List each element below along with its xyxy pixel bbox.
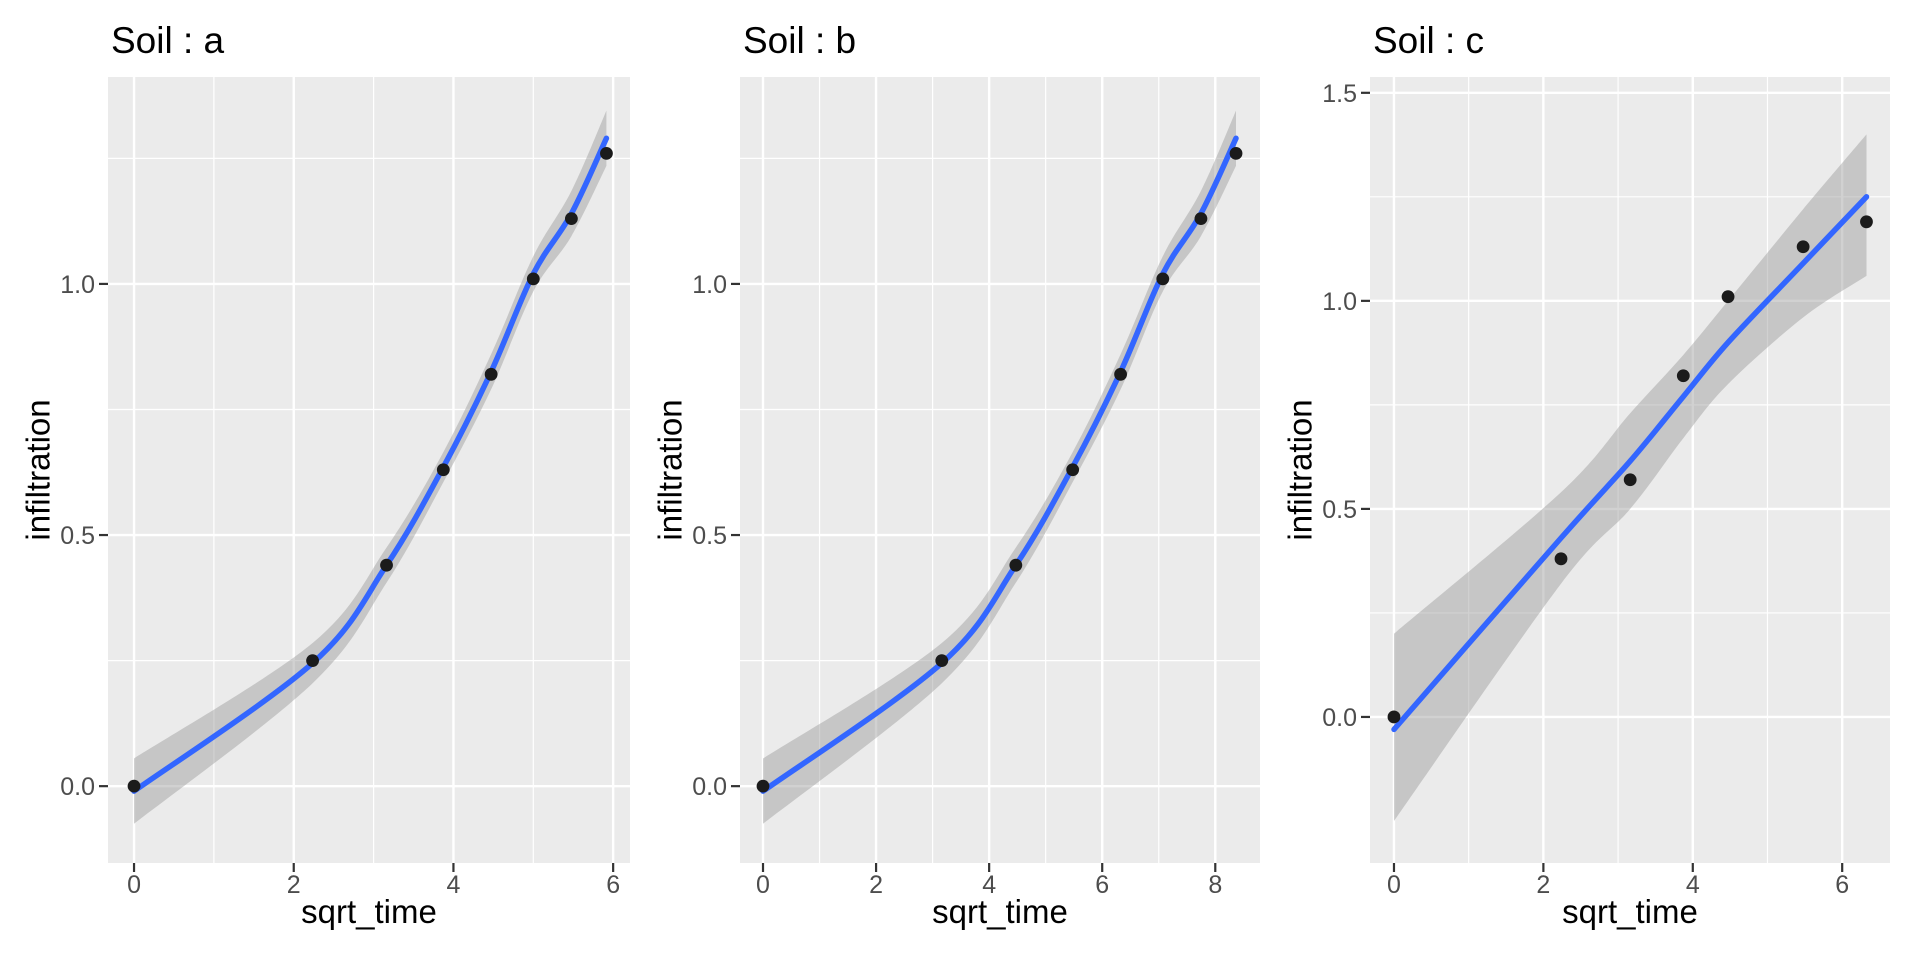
y-tick-label: 0.0 bbox=[1322, 704, 1357, 732]
data-point bbox=[1387, 710, 1401, 724]
x-tick-label: 6 bbox=[1835, 871, 1849, 899]
data-point bbox=[1623, 473, 1637, 487]
y-tick-label: 0.0 bbox=[60, 773, 95, 801]
facet-title: Soil : b bbox=[743, 20, 856, 61]
data-point bbox=[380, 558, 393, 572]
smooth-line bbox=[1391, 194, 1870, 733]
x-tick-label: 0 bbox=[127, 871, 141, 899]
x-tick-label: 6 bbox=[1095, 871, 1109, 899]
data-point bbox=[1156, 272, 1170, 286]
y-tick-label: 0.0 bbox=[692, 773, 727, 801]
x-tick-label: 2 bbox=[1536, 871, 1550, 899]
x-tick-label: 4 bbox=[982, 871, 996, 899]
data-point bbox=[306, 654, 319, 667]
y-tick-label: 0.5 bbox=[1322, 496, 1357, 524]
facet-title: Soil : c bbox=[1373, 20, 1484, 61]
data-point bbox=[1721, 290, 1735, 304]
smooth-line bbox=[131, 135, 610, 794]
facet-svg-soil-c: 0 2 4 6 0.0 0.5 1.0 1.5 Soil : c sqrt_time infi… bbox=[1282, 20, 1890, 930]
facet-title: Soil : a bbox=[111, 20, 225, 61]
y-axis-title: infiltration bbox=[20, 399, 57, 540]
data-point bbox=[756, 779, 770, 793]
x-axis-title: sqrt_time bbox=[1562, 893, 1698, 930]
y-tick-label: 0.5 bbox=[60, 522, 95, 550]
smooth-layer bbox=[760, 110, 1239, 824]
data-point bbox=[1194, 212, 1208, 226]
x-tick-label: 0 bbox=[756, 871, 770, 899]
facet-soil-b: 0 2 4 6 8 0.0 0.5 1.0 Soil : b sqrt_time infilt… bbox=[650, 0, 1275, 960]
data-point bbox=[127, 779, 141, 793]
facet-svg-soil-b: 0 2 4 6 8 0.0 0.5 1.0 Soil : b sqrt_time infilt… bbox=[652, 20, 1260, 930]
facet-soil-c: 0 2 4 6 0.0 0.5 1.0 1.5 Soil : c sqrt_time infi… bbox=[1275, 0, 1920, 960]
plot-panel-soil-a: 0 2 4 6 0.0 0.5 1.0 bbox=[60, 77, 630, 899]
data-point bbox=[1009, 558, 1023, 572]
plot-panel-soil-c: 0 2 4 6 0.0 0.5 1.0 1.5 bbox=[1322, 77, 1890, 899]
data-point bbox=[935, 654, 949, 667]
plot-panel-soil-b: 0 2 4 6 8 0.0 0.5 1.0 bbox=[692, 77, 1260, 899]
data-point bbox=[1554, 552, 1568, 566]
data-point bbox=[1676, 369, 1690, 383]
confidence-ribbon bbox=[763, 110, 1236, 824]
smooth-line bbox=[760, 135, 1239, 794]
y-tick-label: 1.0 bbox=[1322, 288, 1357, 316]
data-point bbox=[484, 367, 498, 381]
x-tick-label: 8 bbox=[1208, 871, 1222, 899]
x-tick-label: 2 bbox=[287, 871, 301, 899]
data-point bbox=[1114, 367, 1127, 381]
data-point bbox=[600, 146, 613, 160]
facet-soil-a: 0 2 4 6 0.0 0.5 1.0 Soil : a sqrt_time infiltr… bbox=[0, 0, 650, 960]
data-point bbox=[564, 212, 578, 226]
data-point bbox=[526, 272, 540, 286]
confidence-ribbon bbox=[134, 110, 607, 824]
panel-background bbox=[740, 77, 1260, 863]
y-tick-label: 1.0 bbox=[692, 271, 727, 299]
panel-background bbox=[108, 77, 630, 863]
x-tick-label: 6 bbox=[606, 871, 620, 899]
x-axis-title: sqrt_time bbox=[932, 893, 1068, 930]
facet-svg-soil-a: 0 2 4 6 0.0 0.5 1.0 Soil : a sqrt_time infiltr… bbox=[20, 20, 630, 930]
panel-background bbox=[1370, 77, 1890, 863]
y-tick-label: 1.0 bbox=[60, 271, 95, 299]
data-point bbox=[436, 463, 450, 477]
smooth-layer bbox=[131, 110, 610, 824]
data-point bbox=[1796, 240, 1810, 254]
x-tick-label: 0 bbox=[1387, 871, 1401, 899]
x-tick-label: 2 bbox=[869, 871, 883, 899]
x-tick-label: 4 bbox=[1686, 871, 1700, 899]
data-point bbox=[1860, 215, 1873, 229]
x-axis-title: sqrt_time bbox=[301, 893, 437, 930]
y-tick-label: 0.5 bbox=[692, 522, 727, 550]
y-axis-title: infiltration bbox=[1282, 399, 1319, 540]
data-point bbox=[1066, 463, 1080, 477]
data-point bbox=[1229, 146, 1243, 160]
y-tick-label: 1.5 bbox=[1322, 80, 1357, 108]
x-tick-label: 4 bbox=[446, 871, 460, 899]
y-axis-title: infiltration bbox=[652, 399, 689, 540]
